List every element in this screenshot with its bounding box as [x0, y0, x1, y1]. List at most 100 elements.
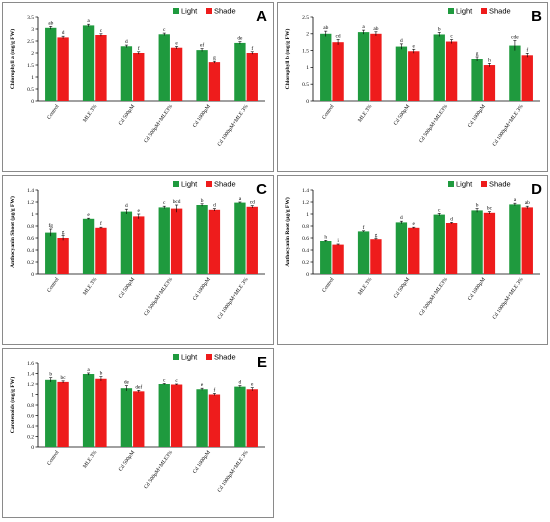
category-label: Cd 500µM+MLE3% — [418, 103, 449, 144]
chart-svg: 0 0.5 1 1.5 2 2.5 3 3.5 Chlorophyll a (mg/g FW) a… — [9, 7, 267, 148]
legend-label-light: Light — [456, 7, 473, 16]
significance-letter: e — [87, 212, 90, 218]
bar-light — [120, 46, 133, 101]
y-tick-label: 1.6 — [27, 361, 34, 367]
bar-shade — [133, 391, 145, 447]
bar-light — [82, 374, 95, 447]
y-tick-label: 0 — [31, 99, 34, 105]
chart-svg: 0 0.2 0.4 0.6 0.8 1 1.2 1.4 Anthocyanin Root (µg… — [284, 180, 542, 321]
significance-letter: d — [213, 203, 216, 209]
significance-letter: g — [213, 55, 216, 61]
category-label: Cd 500µM — [118, 277, 137, 300]
category-label: Cd 1000µM — [192, 277, 212, 302]
legend-label-shade: Shade — [214, 7, 236, 16]
significance-letter: a — [362, 24, 365, 30]
significance-letter: ef — [200, 42, 204, 49]
bar-light — [82, 218, 95, 274]
bar-shade — [57, 381, 69, 447]
y-tick-label: 0 — [306, 272, 309, 278]
legend-swatch-shade — [206, 8, 212, 14]
category-label: Control — [46, 103, 61, 120]
significance-letter: d — [400, 38, 403, 44]
y-tick-label: 0.2 — [27, 434, 34, 440]
y-tick-label: 0 — [31, 445, 34, 451]
bar-shade — [246, 206, 258, 274]
bar-shade — [170, 208, 183, 274]
significance-letter: c — [175, 378, 178, 384]
chart-panel-b: 0 0.5 1 1.5 2 2.5 Chlorophyll b (mg/g FW) ab cd C… — [277, 2, 548, 172]
y-axis-label: Chlorophyll a (mg/g FW) — [9, 29, 16, 89]
significance-letter: h — [324, 234, 327, 240]
significance-letter: c — [438, 207, 441, 213]
bar-light — [45, 232, 57, 274]
category-label: Cd 1000µM — [192, 104, 212, 129]
y-tick-label: 0 — [306, 99, 309, 105]
bar-shade — [332, 244, 344, 274]
bar-shade — [95, 227, 107, 274]
y-tick-label: 2.5 — [27, 39, 34, 45]
bar-light — [196, 389, 208, 447]
y-tick-label: 1.5 — [27, 63, 34, 69]
significance-letter: d — [450, 216, 453, 222]
category-label: MLE 3% — [82, 276, 99, 296]
bar-light — [45, 27, 57, 101]
significance-letter: ab — [323, 25, 328, 31]
bar-shade — [246, 389, 258, 447]
significance-letter: c — [163, 200, 166, 206]
chart-svg: 0 0.2 0.4 0.6 0.8 1 1.2 1.4 1.6 Carotenoids (mg/g… — [9, 353, 267, 494]
category-label: Cd 500µM — [393, 104, 412, 127]
category-label: Control — [321, 276, 336, 293]
bar-light — [234, 42, 246, 101]
legend-label-shade: Shade — [214, 180, 236, 189]
significance-letter: cd — [336, 34, 341, 40]
legend-swatch-light — [448, 181, 454, 187]
significance-letter: f — [214, 386, 216, 393]
y-axis-label: Carotenoids (mg/g FW) — [9, 377, 16, 434]
significance-letter: b — [201, 198, 204, 204]
bar-light — [320, 241, 332, 274]
significance-letter: cd — [250, 200, 255, 206]
significance-letter: a — [87, 18, 90, 24]
legend-swatch-shade — [206, 354, 212, 360]
bar-shade — [208, 62, 221, 101]
y-tick-label: 0.5 — [302, 82, 309, 88]
significance-letter: g — [476, 51, 479, 57]
bar-light — [120, 388, 133, 447]
significance-letter: d — [400, 215, 403, 221]
bar-shade — [133, 216, 145, 274]
bar-light — [320, 33, 332, 101]
bar-light — [196, 50, 208, 101]
significance-letter: a — [514, 197, 517, 203]
bar-shade — [483, 212, 496, 274]
y-tick-label: 1 — [306, 212, 309, 218]
y-tick-label: 2.5 — [302, 15, 309, 21]
y-tick-label: 2 — [306, 32, 309, 38]
legend-swatch-light — [173, 354, 179, 360]
y-tick-label: 3.5 — [27, 15, 34, 21]
category-label: Cd 500µM+MLE3% — [143, 449, 174, 490]
y-tick-label: 0.4 — [27, 248, 34, 254]
y-tick-label: 0.8 — [302, 224, 309, 230]
legend-label-light: Light — [181, 7, 198, 16]
category-label: MLE 3% — [357, 276, 374, 296]
significance-letter: d — [62, 30, 65, 36]
bar-light — [395, 46, 408, 101]
category-label: MLE 3% — [357, 103, 374, 123]
chart-panel-d: 0 0.2 0.4 0.6 0.8 1 1.2 1.4 Anthocyanin Root (µg… — [277, 175, 548, 345]
bar-light — [158, 384, 170, 447]
bar-shade — [408, 51, 420, 101]
significance-letter: bc — [61, 375, 67, 381]
category-label: Cd 1000µM — [467, 277, 487, 302]
chart-svg: 0 0.2 0.4 0.6 0.8 1 1.2 1.4 Anthocyanin Shoot (µ… — [9, 180, 267, 321]
significance-letter: d — [125, 39, 128, 45]
bar-light — [158, 207, 170, 274]
bar-light — [357, 231, 370, 274]
bar-shade — [408, 227, 420, 274]
significance-letter: e — [251, 382, 254, 388]
significance-letter: f — [526, 46, 528, 53]
significance-letter: de — [237, 36, 243, 42]
bar-shade — [57, 37, 69, 101]
significance-letter: bcd — [173, 199, 181, 205]
bar-shade — [57, 238, 69, 274]
y-tick-label: 0.8 — [27, 403, 34, 409]
